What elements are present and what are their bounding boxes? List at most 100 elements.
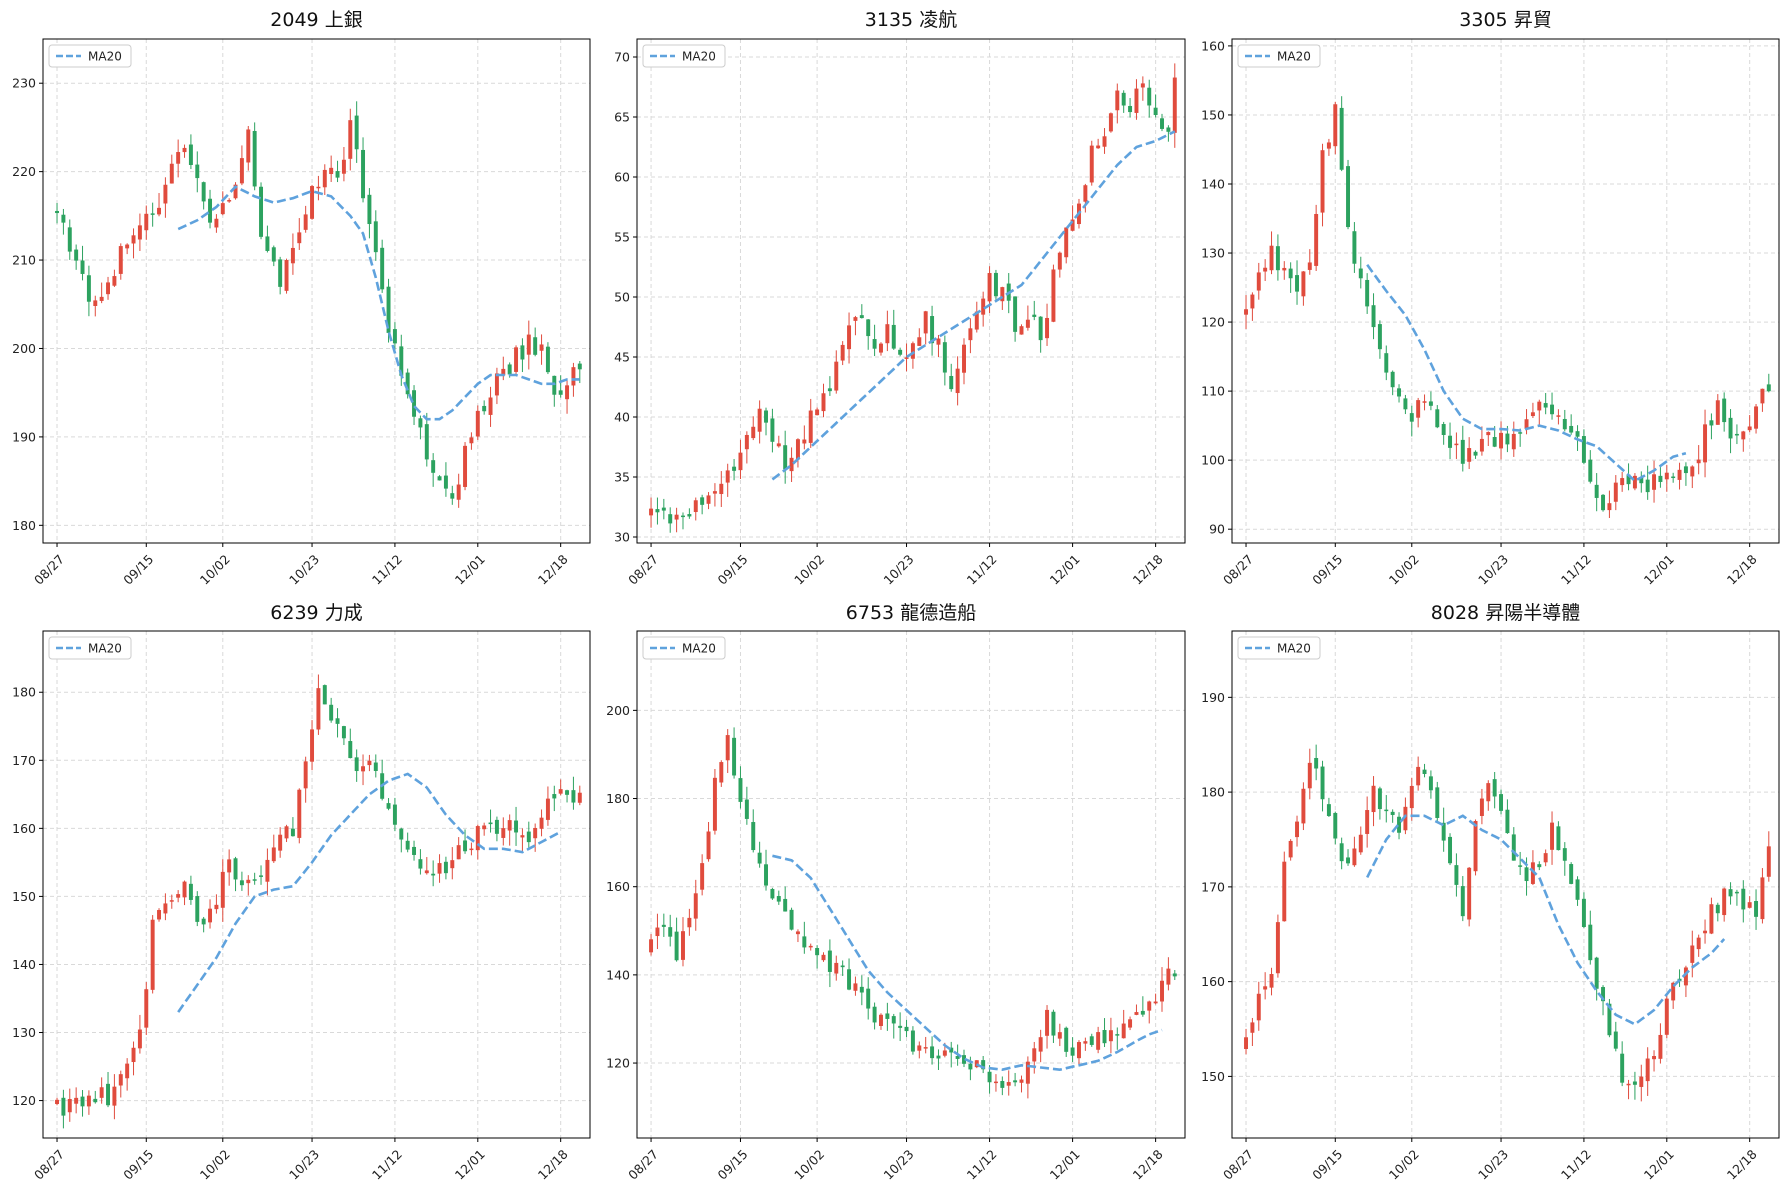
candle-body	[252, 879, 257, 881]
candle-body	[1256, 993, 1261, 1021]
x-tick-label: 08/27	[1220, 1147, 1256, 1183]
candle-body	[80, 260, 85, 274]
candle-body	[1460, 886, 1465, 917]
candle-body	[367, 194, 372, 225]
y-tick-label: 190	[12, 429, 36, 444]
candle-body	[815, 409, 820, 416]
candle-body	[1371, 785, 1376, 813]
y-tick-label: 210	[12, 253, 36, 268]
x-tick-label: 08/27	[625, 552, 661, 588]
chart-title: 3305 昇貿	[1459, 9, 1551, 31]
candle-body	[1671, 982, 1676, 1001]
candle-body	[1000, 1081, 1005, 1088]
candle-body	[1134, 1012, 1139, 1015]
candle-body	[930, 316, 935, 344]
candle-body	[955, 368, 960, 394]
x-tick-label: 11/12	[1558, 1147, 1594, 1183]
candle-body	[1760, 877, 1765, 920]
candle-body	[955, 1056, 960, 1059]
candle-body	[1160, 118, 1164, 129]
x-tick-label: 09/15	[715, 552, 751, 588]
candle-body	[169, 163, 174, 184]
candle-body	[131, 235, 136, 244]
chart-title: 2049 上銀	[270, 9, 362, 31]
candle-body	[1377, 788, 1382, 810]
candle-body	[463, 840, 468, 852]
candle-body	[545, 798, 550, 820]
x-tick-label: 12/01	[1641, 1147, 1677, 1183]
candle-body	[1741, 888, 1746, 910]
candle-body	[501, 368, 506, 376]
y-tick-label: 60	[614, 170, 630, 185]
candle-body	[674, 931, 679, 961]
candle-body	[316, 186, 321, 189]
candle-body	[214, 218, 219, 228]
candle-body	[757, 408, 762, 432]
candle-body	[987, 273, 992, 302]
candle-body	[418, 418, 423, 428]
candle-body	[1601, 987, 1606, 1002]
y-tick-label: 120	[1201, 315, 1225, 330]
x-tick-label: 08/27	[31, 1147, 67, 1183]
candle-body	[1403, 806, 1408, 831]
candle-body	[284, 260, 289, 291]
candle-body	[310, 729, 315, 762]
candle-body	[1288, 268, 1293, 279]
y-tick-label: 90	[1209, 522, 1225, 537]
candle-body	[891, 324, 896, 349]
x-tick-label: 12/18	[535, 551, 571, 587]
y-tick-label: 130	[12, 1025, 36, 1040]
candle-body	[1664, 998, 1669, 1035]
candle-body	[220, 203, 225, 215]
x-tick-label: 10/23	[1475, 552, 1511, 588]
candle-body	[1339, 107, 1344, 170]
candle-body	[859, 315, 864, 319]
y-tick-label: 160	[1201, 38, 1225, 53]
candle-body	[290, 247, 295, 264]
candle-body	[681, 931, 685, 960]
candle-body	[789, 457, 794, 472]
candle-body	[1032, 314, 1037, 317]
chart-panel-3: 90 100 110 120 130 140 150 160 08/27 09/15 10/02 10…	[1201, 9, 1780, 588]
x-tick-label: 08/27	[625, 1147, 661, 1183]
candle-body	[1511, 433, 1516, 450]
candle-body	[431, 873, 436, 876]
candle-body	[1766, 384, 1771, 392]
candle-body	[1307, 762, 1312, 789]
candle-body	[278, 834, 283, 851]
candle-body	[514, 820, 519, 833]
candle-body	[1403, 398, 1408, 410]
y-tick-label: 140	[12, 957, 36, 972]
candle-body	[661, 507, 666, 511]
candle-body	[1479, 438, 1484, 452]
candle-body	[719, 762, 724, 783]
candle-body	[738, 452, 743, 471]
candle-body	[1147, 87, 1152, 106]
candle-body	[649, 939, 654, 953]
y-tick-label: 180	[12, 685, 36, 700]
candle-body	[1543, 403, 1548, 408]
candle-body	[1121, 1023, 1126, 1039]
candle-body	[693, 893, 698, 919]
x-tick-label: 08/27	[31, 552, 67, 588]
candle-body	[1377, 324, 1382, 350]
candle-body	[1045, 1009, 1050, 1036]
candle-body	[1505, 433, 1510, 445]
candle-body	[335, 171, 340, 178]
candle-body	[1301, 788, 1306, 824]
candle-body	[125, 244, 130, 249]
candle-body	[1454, 443, 1459, 446]
candle-body	[482, 825, 487, 830]
candle-body	[1722, 888, 1727, 916]
candle-body	[1645, 479, 1650, 493]
candle-body	[265, 236, 270, 251]
chart-panel-1: 180 190 200 210 220 230 08/27 09/15 10/02 10/23 11…	[12, 9, 591, 588]
candle-body	[1064, 1027, 1069, 1052]
x-tick-label: 12/01	[1047, 1147, 1083, 1183]
candle-body	[106, 1083, 111, 1106]
candle-body	[227, 200, 232, 202]
candle-body	[1499, 794, 1504, 811]
y-tick-label: 180	[606, 791, 630, 806]
candle-body	[1019, 326, 1024, 335]
y-tick-label: 180	[12, 518, 36, 533]
